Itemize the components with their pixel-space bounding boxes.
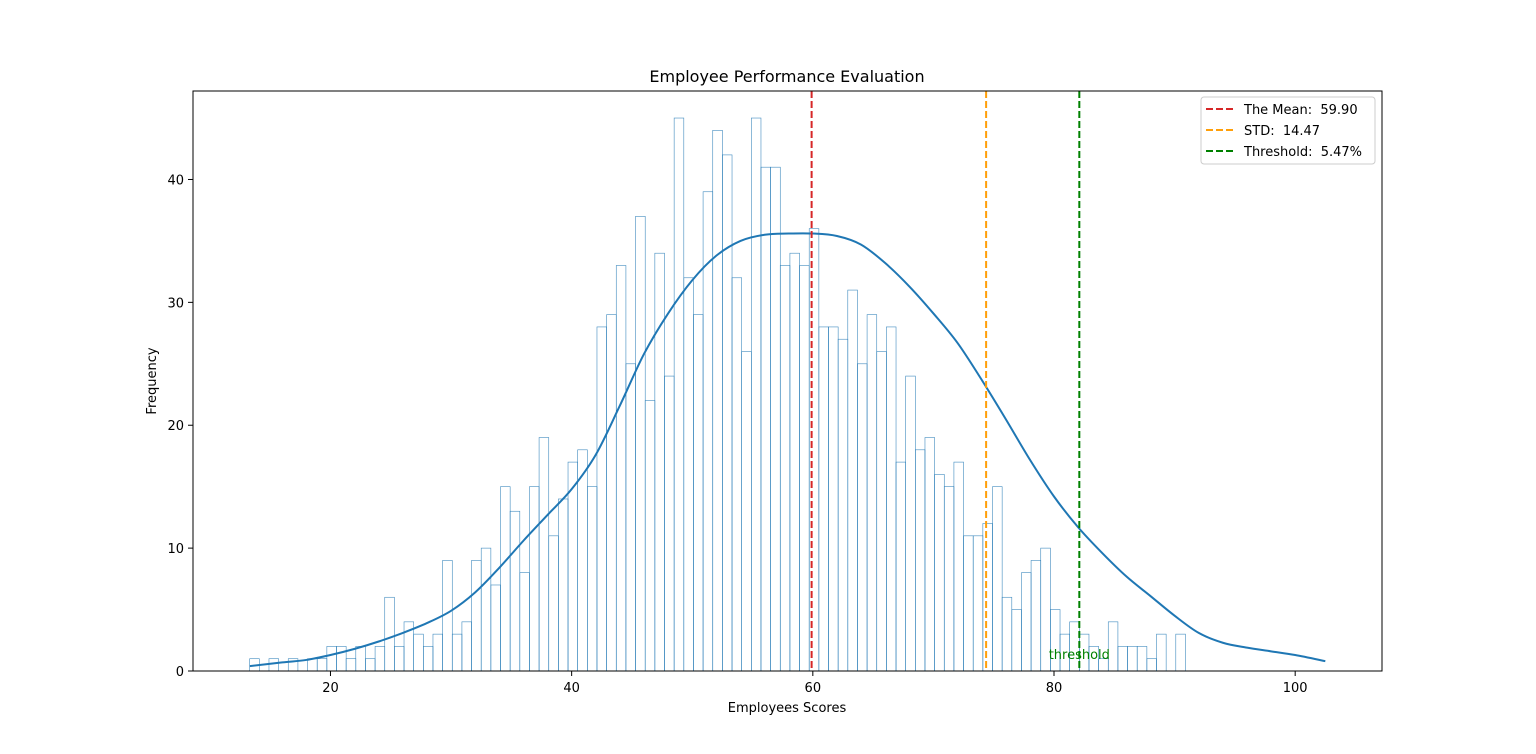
y-tick-label: 20 bbox=[167, 419, 184, 434]
legend-box bbox=[1200, 96, 1376, 165]
legend: The Mean: 59.90 STD: 14.47 Threshold: 5.47… bbox=[1200, 96, 1376, 165]
kde-curve-group bbox=[249, 232, 1326, 668]
x-tick-label: 20 bbox=[322, 681, 339, 696]
y-tick-label: 30 bbox=[167, 296, 184, 311]
plot-frame bbox=[192, 90, 1383, 672]
y-axis-ticks: 0 10 20 30 40 bbox=[167, 173, 193, 680]
x-tick-label: 40 bbox=[563, 681, 580, 696]
reference-lines bbox=[810, 91, 1081, 671]
y-axis-label: Frequency bbox=[145, 347, 160, 414]
threshold-annotation: threshold bbox=[1049, 648, 1110, 663]
chart-title: Employee Performance Evaluation bbox=[649, 67, 924, 86]
kde-curve bbox=[249, 232, 1326, 668]
x-axis-label: Employees Scores bbox=[728, 701, 847, 716]
y-tick-label: 0 bbox=[176, 665, 184, 680]
legend-label-1: STD: 14.47 bbox=[1244, 124, 1320, 139]
legend-label-2: Threshold: 5.47% bbox=[1243, 145, 1362, 160]
y-tick-label: 40 bbox=[167, 173, 184, 188]
x-tick-label: 60 bbox=[805, 681, 822, 696]
legend-label-0: The Mean: 59.90 bbox=[1243, 103, 1358, 118]
x-tick-label: 80 bbox=[1046, 681, 1063, 696]
x-tick-label: 100 bbox=[1283, 681, 1308, 696]
x-axis-ticks: 20 40 60 80 100 bbox=[322, 671, 1308, 696]
y-tick-label: 10 bbox=[167, 542, 184, 557]
